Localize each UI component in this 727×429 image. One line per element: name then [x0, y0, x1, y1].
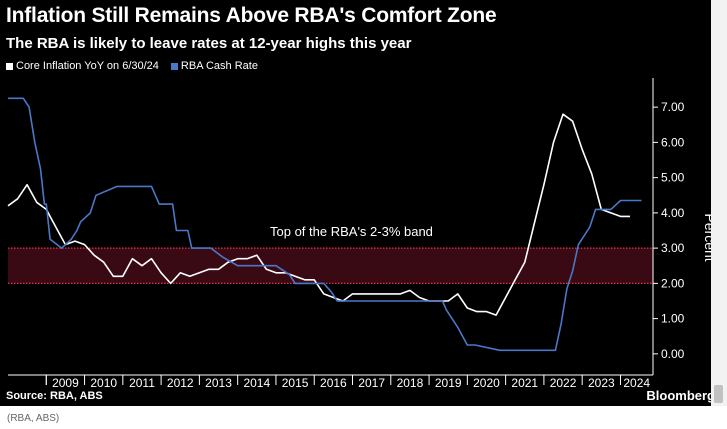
x-tick-label: 2015	[282, 376, 309, 390]
legend-label-core-inflation: Core Inflation YoY on 6/30/24	[16, 60, 159, 72]
y-tick-label: 7.00	[661, 100, 685, 114]
x-tick-label: 2021	[511, 376, 538, 390]
image-caption: (RBA, ABS)	[7, 413, 60, 424]
x-tick-label: 2009	[52, 376, 79, 390]
band-label: Top of the RBA's 2-3% band	[270, 224, 433, 239]
x-tick-label: 2012	[167, 376, 194, 390]
band-fill	[8, 248, 653, 284]
chart-legend: Core Inflation YoY on 6/30/24 RBA Cash R…	[6, 60, 258, 72]
x-tick-label: 2022	[550, 376, 577, 390]
x-tick-label: 2024	[623, 376, 650, 390]
vertical-scrollbar[interactable]	[711, 0, 727, 406]
y-tick-label: 5.00	[661, 171, 685, 185]
y-tick-label: 4.00	[661, 206, 685, 220]
series-line-cash-rate	[8, 97, 642, 352]
x-tick-label: 2017	[358, 376, 385, 390]
line-chart: Top of the RBA's 2-3% band 7.00 6.00 5.00 4.…	[7, 78, 711, 390]
legend-item-core-inflation: Core Inflation YoY on 6/30/24	[6, 60, 159, 72]
source-note: Source: RBA, ABS	[6, 390, 103, 402]
x-tick-label: 2010	[90, 376, 117, 390]
y-tick-label: 2.00	[661, 276, 685, 290]
y-tick-label: 1.00	[661, 312, 685, 326]
legend-label-cash-rate: RBA Cash Rate	[180, 60, 258, 72]
chart-title: Inflation Still Remains Above RBA's Comf…	[6, 4, 497, 27]
legend-swatch-core-inflation	[6, 62, 13, 70]
y-axis-label: Percent	[702, 213, 711, 261]
legend-item-cash-rate: RBA Cash Rate	[170, 60, 258, 72]
series-line-core-inflation	[7, 113, 630, 316]
legend-swatch-cash-rate	[170, 62, 178, 70]
x-tick-label: 2020	[473, 376, 500, 390]
x-tick-label: 2019	[435, 376, 462, 390]
y-tick-label: 6.00	[661, 135, 685, 149]
x-tick-label: 2023	[588, 376, 615, 390]
chart-subtitle: The RBA is likely to leave rates at 12-y…	[6, 35, 412, 52]
x-tick-label: 2013	[205, 376, 232, 390]
chart-panel	[0, 0, 711, 406]
x-tick-label: 2018	[397, 376, 424, 390]
x-tick-label: 2014	[243, 376, 270, 390]
scrollbar-thumb[interactable]	[714, 385, 723, 403]
y-tick-label: 3.00	[661, 241, 685, 255]
y-tick-label: 0.00	[661, 347, 685, 361]
x-tick-label: 2016	[320, 376, 347, 390]
x-tick-label: 2011	[129, 376, 155, 390]
bloomberg-logo: Bloomberg	[646, 388, 715, 403]
